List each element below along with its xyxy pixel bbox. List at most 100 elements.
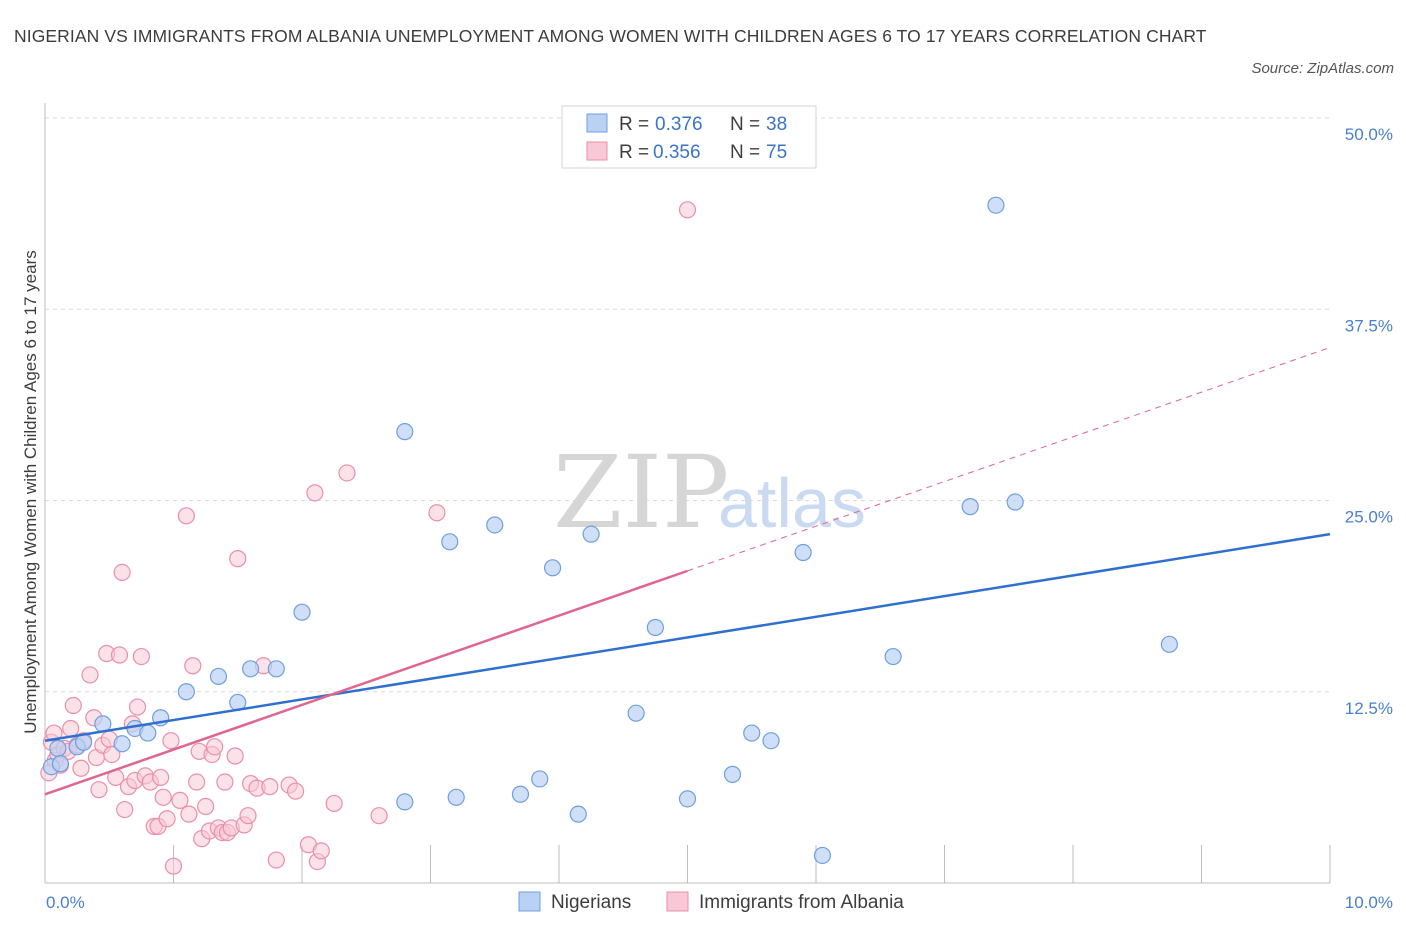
legend-r-label-1: R = (619, 114, 649, 135)
albania-point-40 (184, 657, 202, 675)
series-albania-points (40, 201, 697, 875)
albania-point-38 (177, 507, 195, 525)
albania-point-33 (154, 788, 172, 806)
bottom-legend-swatch-nigerians (518, 891, 541, 912)
legend-n-value-2: 75 (766, 142, 787, 163)
albania-point-47 (206, 738, 224, 756)
nigerians-point-23 (543, 559, 562, 577)
nigerians-point-8 (139, 724, 157, 742)
x-tick-labels: 0.0% 10.0% (46, 893, 1393, 912)
watermark-zip: ZIP (553, 434, 729, 551)
nigerians-point-24 (569, 805, 587, 823)
source-label: Source: ZipAtlas.com (1251, 60, 1394, 77)
albania-point-71 (428, 504, 446, 522)
albania-trend-line-dashed (687, 347, 1331, 572)
nigerians-point-1 (49, 739, 67, 757)
nigerians-point-11 (209, 667, 228, 686)
nigerians-point-34 (884, 647, 902, 666)
albania-point-27 (132, 647, 150, 666)
albania-point-11 (81, 666, 99, 684)
legend-swatch-nigerians (586, 113, 608, 133)
bottom-legend-nigerians: Nigerians (551, 892, 631, 913)
axes (44, 103, 1331, 884)
albania-point-50 (216, 773, 234, 791)
nigerians-point-30 (743, 724, 761, 742)
albania-point-63 (286, 782, 305, 800)
albania-point-34 (158, 810, 176, 828)
nigerians-point-31 (762, 732, 780, 750)
albania-point-22 (116, 800, 134, 819)
albania-point-7 (64, 696, 82, 715)
albania-point-6 (62, 719, 80, 738)
nigerians-point-20 (486, 516, 504, 534)
albania-point-69 (338, 464, 356, 482)
watermark-atlas: atlas (718, 464, 866, 542)
nigerians-point-6 (113, 735, 131, 753)
albania-point-61 (267, 851, 285, 869)
nigerians-point-27 (646, 618, 664, 637)
nigerians-point-33 (813, 846, 832, 865)
albania-point-37 (171, 791, 189, 809)
nigerians-point-10 (177, 683, 195, 701)
albania-point-72 (678, 201, 697, 219)
albania-point-36 (164, 857, 183, 875)
albania-point-53 (226, 747, 244, 765)
bottom-legend-swatch-albania (666, 891, 689, 912)
albania-point-67 (312, 842, 330, 860)
legend-r-value-1: 0.376 (655, 114, 703, 135)
nigerians-point-28 (678, 790, 697, 808)
albania-point-44 (197, 797, 215, 816)
albania-point-41 (188, 773, 206, 791)
legend-r-label-2: R = (619, 142, 649, 163)
albania-point-21 (113, 563, 131, 582)
nigerians-point-2 (51, 755, 70, 773)
nigerians-point-14 (267, 660, 285, 678)
y-axis-title: Unemployment Among Women with Children A… (21, 250, 40, 734)
y-tick-label-1: 25.0% (1345, 508, 1393, 527)
albania-point-65 (306, 484, 324, 502)
series-nigerians-points (42, 196, 1178, 865)
albania-point-54 (229, 550, 247, 568)
nigerians-point-38 (1160, 635, 1178, 653)
nigerians-point-26 (627, 704, 645, 722)
nigerians-point-18 (441, 533, 459, 551)
albania-point-70 (370, 807, 388, 825)
correlation-legend: R = 0.376 N = 38 R = 0.356 N = 75 (561, 105, 817, 169)
bottom-legend-albania: Immigrants from Albania (699, 892, 904, 913)
y-tick-label-2: 37.5% (1345, 316, 1393, 335)
x-tick-label-1: 10.0% (1345, 893, 1393, 912)
x-tick-label-0: 0.0% (46, 893, 85, 912)
nigerians-point-19 (447, 788, 465, 806)
nigerians-point-25 (582, 525, 600, 543)
albania-point-20 (110, 646, 129, 664)
nigerians-point-32 (794, 543, 812, 562)
albania-point-39 (180, 805, 198, 823)
albania-point-35 (162, 732, 180, 750)
series-legend: Nigerians Immigrants from Albania (518, 891, 904, 913)
albania-point-14 (90, 781, 108, 799)
trend-lines (44, 347, 1331, 796)
nigerians-point-15 (293, 603, 311, 621)
legend-swatch-albania (586, 141, 608, 161)
nigerians-point-35 (961, 498, 979, 516)
y-tick-labels: 12.5% 25.0% 37.5% 50.0% (1345, 125, 1393, 718)
legend-n-value-1: 38 (766, 114, 787, 135)
albania-point-32 (152, 768, 170, 787)
nigerians-point-21 (511, 785, 530, 803)
legend-n-label-1: N = (730, 114, 760, 135)
nigerians-point-17 (396, 423, 414, 441)
y-tick-label-0: 12.5% (1345, 699, 1393, 718)
y-tick-label-3: 50.0% (1345, 125, 1393, 144)
nigerians-point-37 (1006, 493, 1024, 511)
albania-point-18 (103, 745, 121, 764)
nigerians-point-16 (396, 793, 414, 811)
albania-point-60 (261, 778, 279, 796)
nigerians-point-22 (531, 770, 549, 788)
nigerians-point-13 (242, 660, 260, 678)
chart-title: NIGERIAN VS IMMIGRANTS FROM ALBANIA UNEM… (14, 26, 1207, 46)
nigerians-point-29 (723, 765, 742, 783)
albania-point-9 (72, 759, 90, 777)
albania-point-68 (325, 794, 343, 813)
nigerians-point-36 (987, 196, 1005, 214)
